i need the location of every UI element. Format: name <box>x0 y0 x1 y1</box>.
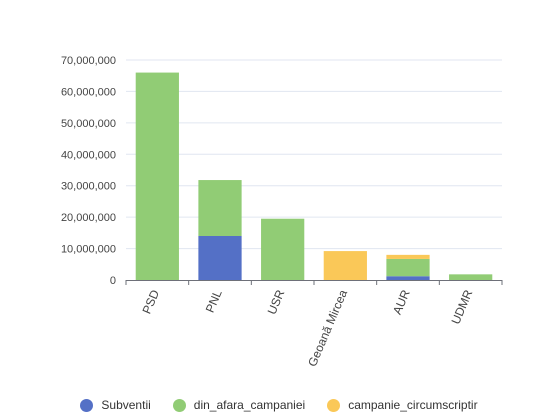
y-tick-label: 30,000,000 <box>61 181 116 193</box>
bar-segment[interactable] <box>198 180 242 236</box>
legend: Subventii din_afara_campaniei campanie_cir… <box>0 398 558 412</box>
bar-segment[interactable] <box>323 251 367 280</box>
y-tick-label: 50,000,000 <box>61 118 116 130</box>
y-tick-label: 40,000,000 <box>61 149 116 161</box>
x-axis: PSD PNL USR Geoană Mircea AUR UDMR <box>125 280 503 369</box>
y-tick-label: 20,000,000 <box>61 212 116 224</box>
y-tick-label: 60,000,000 <box>61 86 116 98</box>
legend-item[interactable]: campanie_circumscriptir <box>327 398 478 412</box>
bar-segment[interactable] <box>386 276 430 280</box>
legend-label: Subventii <box>101 398 151 412</box>
legend-dot-icon <box>172 398 186 412</box>
bar-segment[interactable] <box>198 236 242 280</box>
y-axis-ticks: 0 10,000,000 20,000,000 30,000,000 40,000,00… <box>61 55 116 287</box>
x-tick-label: USR <box>265 287 288 316</box>
legend-item[interactable]: Subventii <box>80 398 151 412</box>
grid-lines <box>126 59 502 250</box>
chart: 0 10,000,000 20,000,000 30,000,000 40,000,00… <box>61 55 503 369</box>
y-tick-label: 0 <box>110 275 116 287</box>
legend-dot-icon <box>80 398 94 412</box>
bar-segment[interactable] <box>449 274 493 280</box>
legend-item[interactable]: din_afara_campaniei <box>172 398 306 412</box>
y-tick-label: 10,000,000 <box>61 244 116 256</box>
x-tick-label: AUR <box>390 287 413 316</box>
bar-segment[interactable] <box>386 254 430 259</box>
bar-segment[interactable] <box>135 72 179 280</box>
legend-label: campanie_circumscriptir <box>348 398 478 412</box>
y-tick-label: 70,000,000 <box>61 55 116 67</box>
x-tick-label: Geoană Mircea <box>305 287 350 368</box>
bars <box>135 72 493 280</box>
bar-segment[interactable] <box>261 218 305 280</box>
legend-label: din_afara_campaniei <box>193 398 306 412</box>
bar-segment[interactable] <box>386 258 430 277</box>
x-tick-label: PSD <box>140 287 163 315</box>
x-tick-label: UDMR <box>448 287 475 326</box>
legend-dot-icon <box>327 398 341 412</box>
x-tick-label: PNL <box>203 287 225 314</box>
